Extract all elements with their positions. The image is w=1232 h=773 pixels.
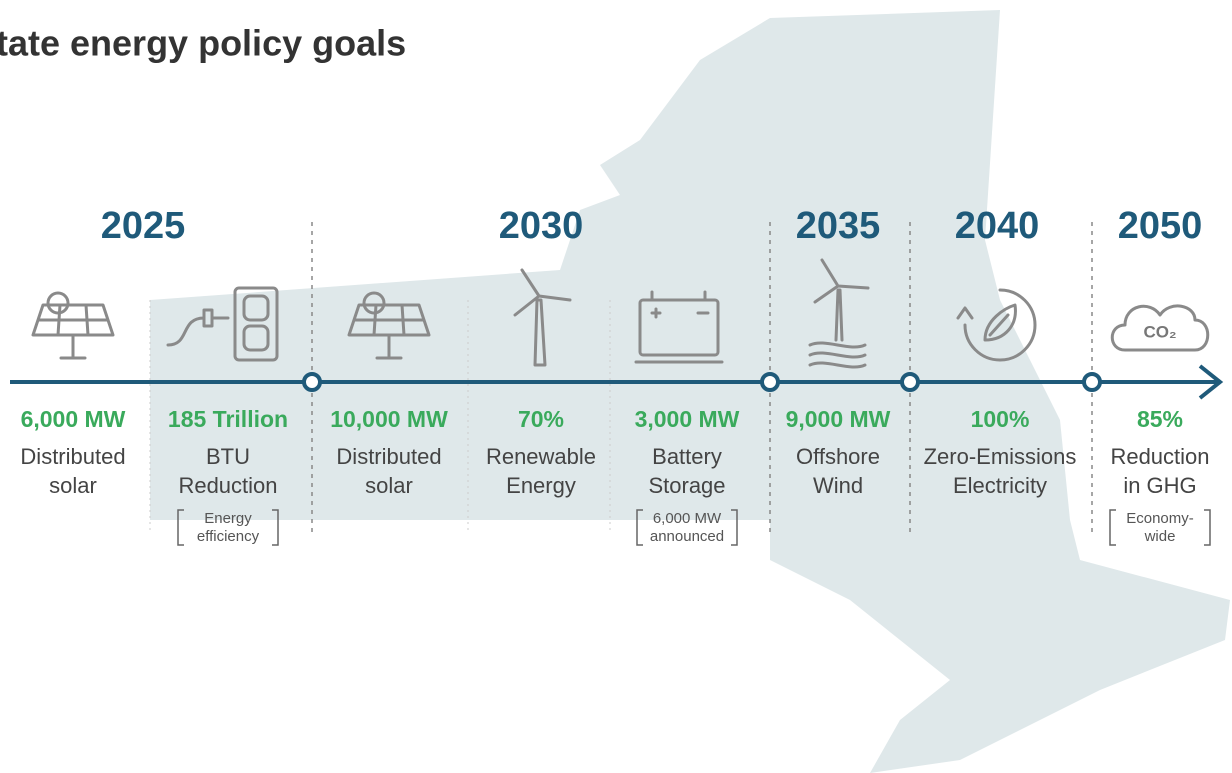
renewable-icon (956, 288, 1037, 362)
goal-value: 9,000 MW (786, 406, 891, 432)
milestone (1082, 372, 1102, 392)
title: tate energy policy goals (0, 23, 406, 64)
goal-label: Distributed (336, 444, 441, 469)
wind-turbine-icon (513, 268, 572, 367)
goal-value: 3,000 MW (635, 406, 740, 432)
goal-label: Electricity (953, 473, 1047, 498)
year: 2040 (955, 205, 1040, 247)
goal-label: Wind (813, 473, 863, 498)
goal-label: in GHG (1123, 473, 1196, 498)
milestone (760, 372, 780, 392)
goal-value: 10,000 MW (330, 406, 448, 432)
goal-label: solar (49, 473, 97, 498)
goal-note: efficiency (197, 528, 260, 545)
milestone (900, 372, 920, 392)
note-bracket (177, 509, 279, 546)
battery-icon (634, 290, 724, 364)
goal-label: Offshore (796, 444, 880, 469)
goal-label: Storage (648, 473, 725, 498)
goal-note: 6,000 MW (653, 510, 722, 527)
goal-value: 6,000 MW (21, 406, 126, 432)
goal-label: Zero-Emissions (924, 444, 1077, 469)
goal-label: Distributed (20, 444, 125, 469)
goal-label: Renewable (486, 444, 596, 469)
year: 2050 (1118, 205, 1203, 247)
year: 2030 (499, 205, 584, 247)
goal-label: Battery (652, 444, 722, 469)
co2-label: CO₂ (1143, 322, 1176, 341)
soft-dividers (149, 300, 611, 530)
goal-label: Reduction (178, 473, 277, 498)
note-bracket (1109, 509, 1211, 546)
solar-icon (31, 291, 115, 360)
milestones (302, 372, 1102, 392)
goal-label: Reduction (1110, 444, 1209, 469)
goal-label: solar (365, 473, 413, 498)
goal-note: Energy (204, 510, 252, 527)
offshore-wind-icon (808, 258, 870, 369)
outlet-icon (166, 286, 279, 362)
goal-note: Economy- (1126, 510, 1194, 527)
note-bracket (636, 509, 738, 546)
goal-value: 100% (971, 406, 1030, 432)
co2-icon: CO₂ (1110, 304, 1210, 352)
year: 2035 (796, 205, 881, 247)
goal-value: 70% (518, 406, 564, 432)
goal-note: wide (1144, 528, 1176, 545)
goal-note: announced (650, 528, 724, 545)
state-map (150, 10, 1230, 773)
year: 2025 (101, 205, 186, 247)
goal-value: 85% (1137, 406, 1183, 432)
solar-icon (347, 291, 431, 360)
timeline-arrow (1198, 364, 1224, 400)
goal-label: BTU (206, 444, 250, 469)
goal-value: 185 Trillion (168, 406, 288, 432)
milestone (302, 372, 322, 392)
goal-label: Energy (506, 473, 576, 498)
